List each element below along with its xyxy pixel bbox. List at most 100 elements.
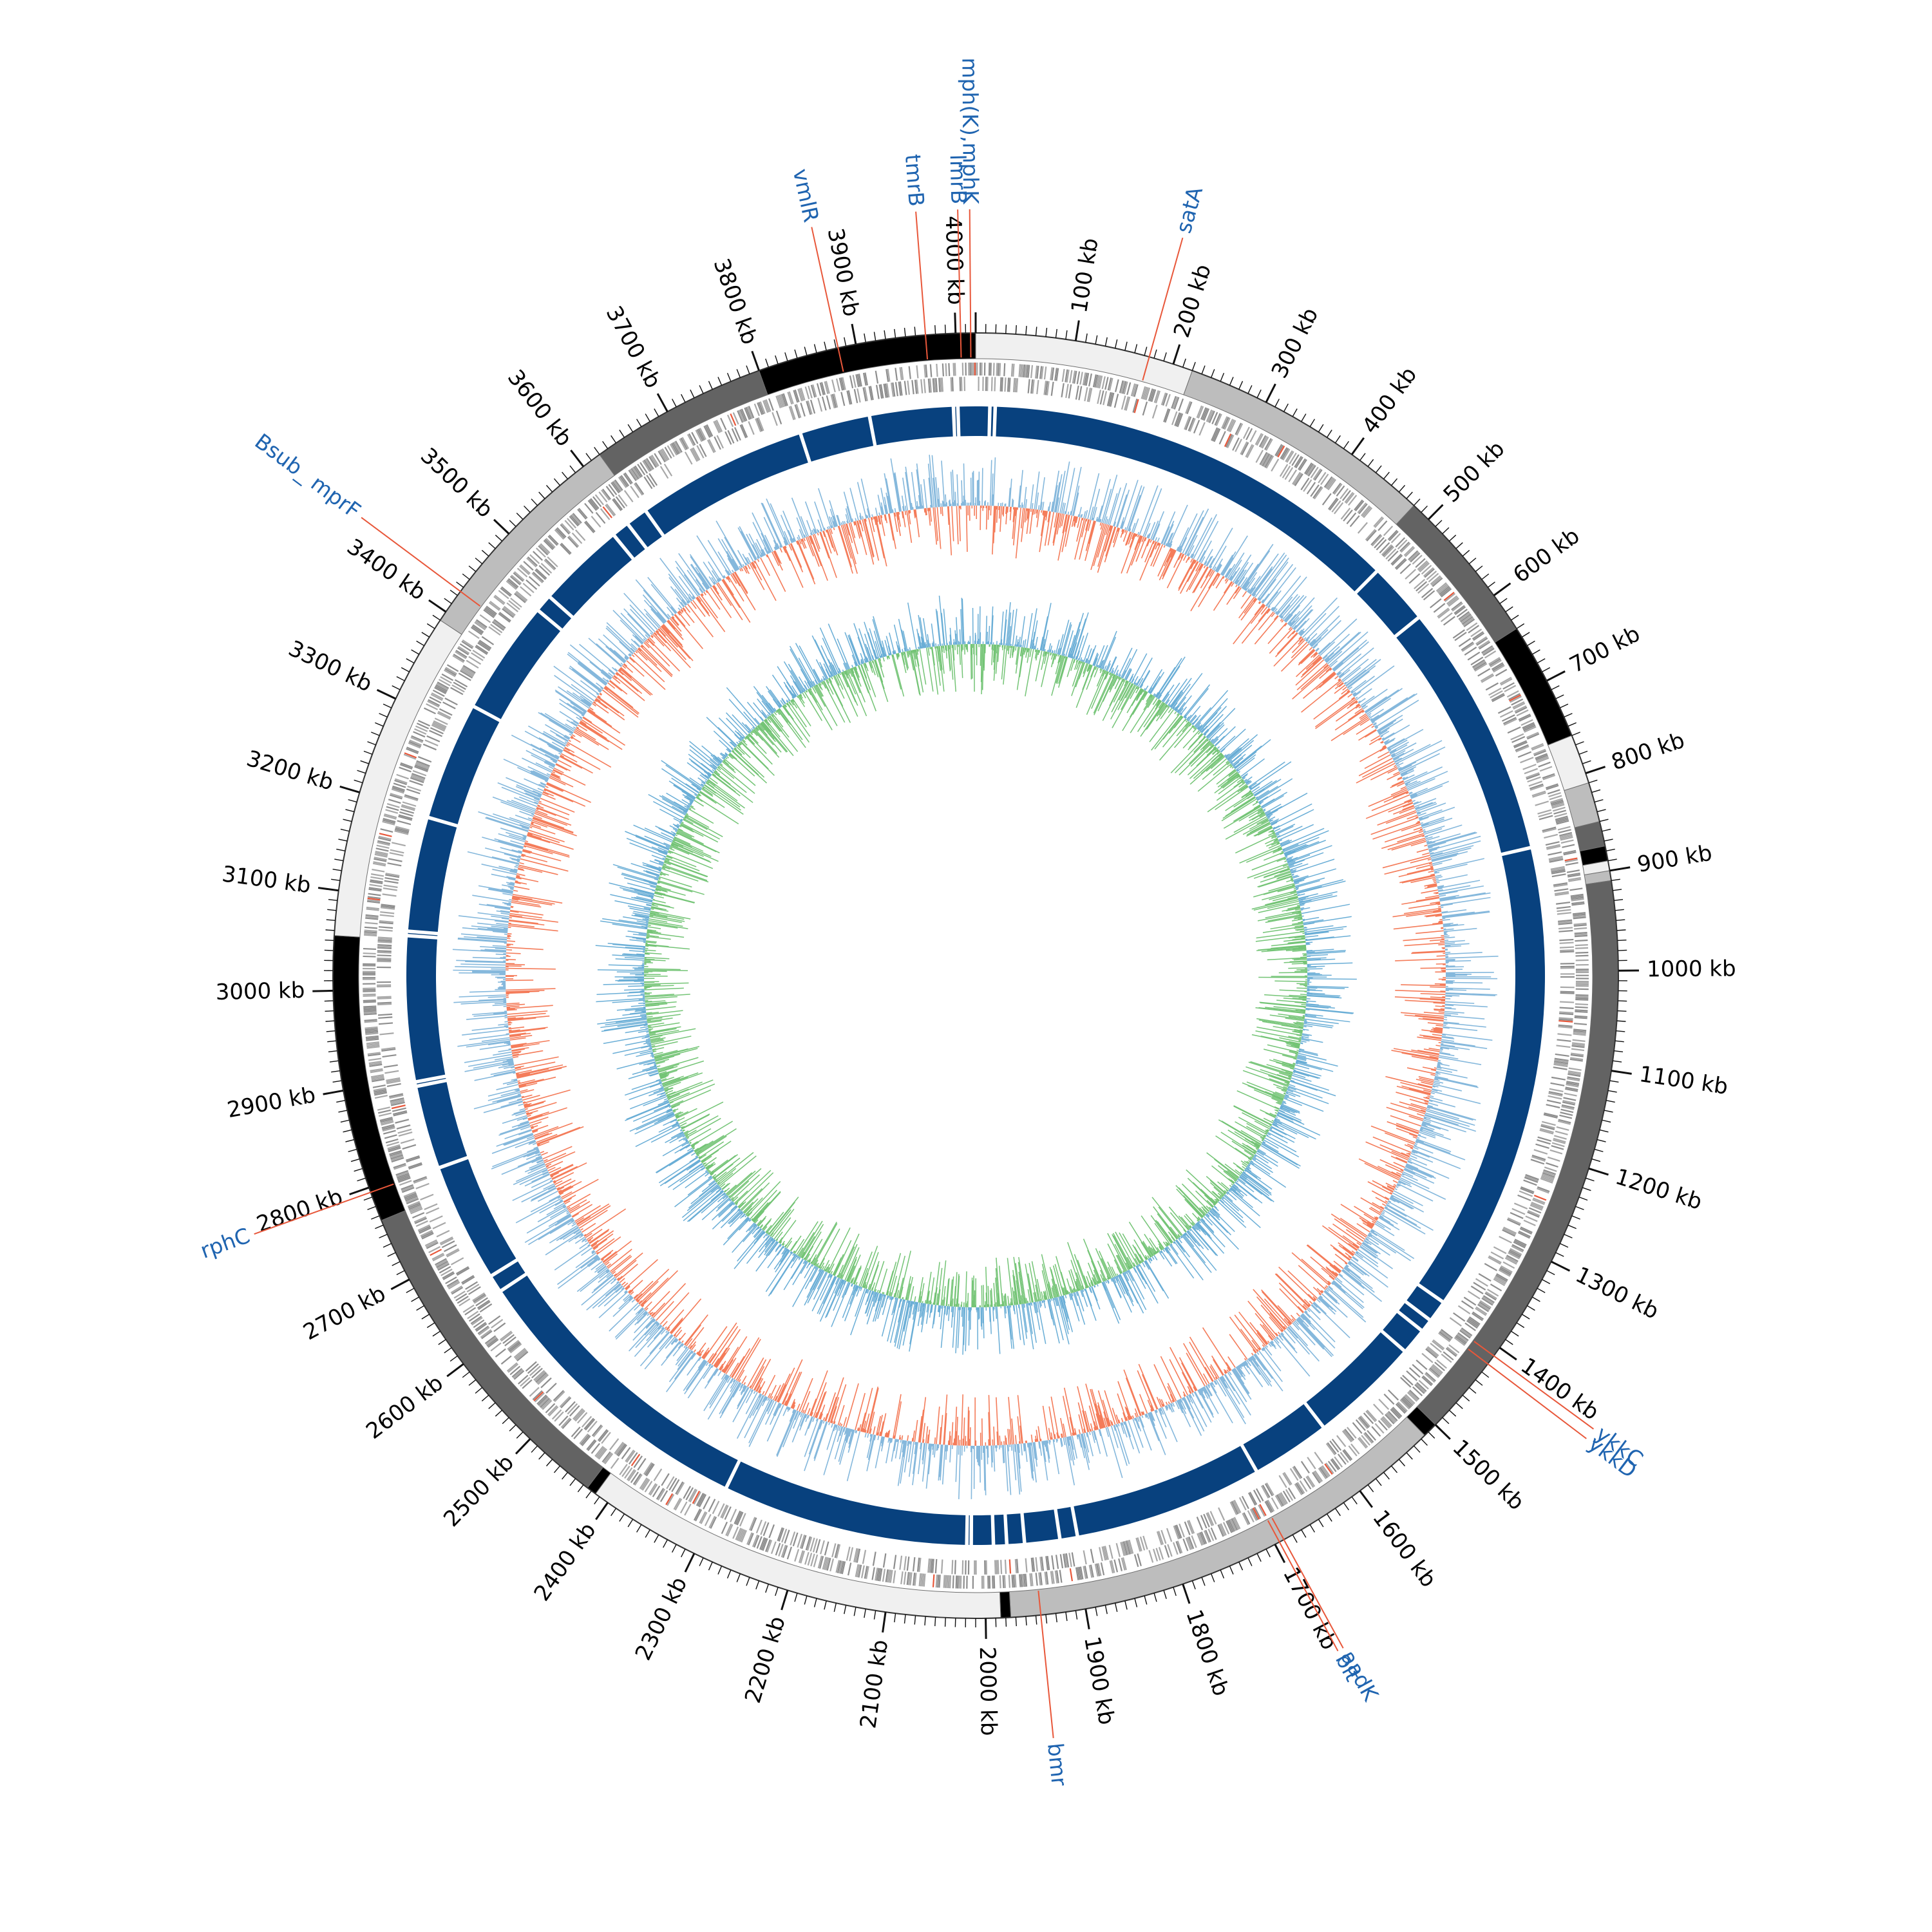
gc-content-bar (1170, 544, 1173, 548)
gc-content-bar (1395, 990, 1446, 993)
feature-mark (659, 1490, 668, 1502)
feature-mark (1518, 714, 1531, 721)
gc-content-bar (1073, 516, 1077, 526)
minor-tick (1163, 352, 1167, 361)
feature-mark (374, 1090, 387, 1095)
feature-mark (414, 728, 427, 735)
feature-mark (506, 580, 517, 590)
gc-content-bar (615, 1260, 637, 1278)
gc-content-bar (1075, 516, 1078, 524)
feature-mark (613, 480, 622, 492)
gc-content-bar (1258, 597, 1260, 601)
gene-track-segment (994, 1514, 1005, 1545)
feature-mark (1439, 1330, 1452, 1340)
gc-content-bar (1132, 1415, 1134, 1419)
feature-mark (637, 464, 646, 476)
gc-content-bar (1209, 527, 1233, 569)
feature-mark (387, 1144, 401, 1150)
feature-mark (1437, 607, 1450, 618)
feature-mark (725, 1523, 732, 1536)
feature-mark (904, 381, 907, 395)
feature-mark (1522, 723, 1535, 730)
gc-content-bar (1344, 1266, 1373, 1289)
feature-mark (893, 1555, 897, 1569)
gc-content-bar (1256, 1332, 1267, 1345)
feature-mark (659, 466, 669, 479)
minor-tick (681, 393, 686, 403)
gc-content-bar (1434, 864, 1468, 873)
feature-mark (408, 741, 422, 748)
feature-mark (611, 482, 620, 494)
gc-content-bar (1444, 1015, 1485, 1020)
feature-mark (933, 378, 936, 393)
feature-mark (1200, 407, 1207, 420)
feature-mark (1320, 1466, 1329, 1478)
gc-content-bar (1158, 542, 1160, 546)
minor-tick (324, 949, 334, 951)
gc-content-bar (782, 1410, 799, 1448)
feature-mark (398, 1132, 413, 1137)
feature-mark (363, 1011, 377, 1014)
feature-mark (1211, 412, 1218, 424)
feature-mark (923, 379, 926, 393)
feature-mark (383, 1130, 396, 1135)
feature-mark (1364, 1432, 1374, 1443)
feature-mark (381, 1121, 394, 1126)
minor-tick (524, 506, 531, 513)
feature-mark (1434, 1361, 1445, 1372)
feature-mark (380, 907, 395, 910)
gc-content-bar (1184, 516, 1204, 555)
feature-mark (1260, 1485, 1269, 1499)
feature-mark (1464, 1322, 1476, 1332)
gc-content-bar (1277, 1331, 1280, 1335)
minor-tick (1442, 527, 1450, 535)
gc-content-bar (1315, 699, 1356, 730)
minor-tick (336, 848, 346, 851)
feature-mark (1277, 1493, 1285, 1506)
minor-tick (332, 1080, 342, 1083)
gc-content-bar (1287, 614, 1297, 625)
feature-mark (1141, 386, 1146, 399)
feature-mark (907, 380, 910, 395)
gc-content-bar (891, 1439, 896, 1462)
gc-content-bar (1008, 488, 1011, 507)
feature-mark (1513, 741, 1528, 749)
feature-mark (731, 428, 739, 442)
feature-mark (649, 473, 658, 486)
feature-mark (1255, 433, 1262, 446)
gene-track-segment (417, 1077, 446, 1084)
feature-mark (395, 1170, 408, 1176)
gc-content-bar (1438, 908, 1441, 911)
feature-mark (1026, 365, 1028, 378)
gc-content-bar (1220, 551, 1236, 576)
feature-mark (1271, 459, 1280, 472)
feature-mark (685, 1487, 694, 1501)
gc-content-bar (1012, 507, 1015, 522)
minor-tick (1617, 939, 1627, 942)
feature-mark (491, 621, 504, 631)
minor-tick (1238, 381, 1244, 390)
feature-mark (781, 1544, 787, 1558)
feature-mark (1050, 367, 1053, 381)
feature-mark (755, 418, 762, 432)
feature-mark (380, 1118, 393, 1123)
feature-mark (1561, 1106, 1575, 1110)
feature-mark (417, 719, 430, 727)
gc-content-bar (1162, 550, 1177, 580)
minor-tick (456, 582, 464, 588)
feature-mark (1002, 1575, 1005, 1589)
feature-mark (397, 820, 412, 826)
gc-content-bar (1315, 672, 1336, 690)
feature-mark (475, 1297, 488, 1307)
feature-mark (1104, 1546, 1109, 1560)
feature-mark (365, 1030, 379, 1034)
feature-mark (1498, 1269, 1511, 1277)
gene-track-segment (475, 612, 560, 719)
feature-mark (1283, 1472, 1293, 1485)
feature-mark (794, 404, 800, 419)
feature-mark (762, 400, 769, 413)
feature-mark (620, 475, 630, 487)
minor-tick (804, 1595, 808, 1605)
feature-mark (577, 509, 587, 520)
gc-content-bar (1394, 1188, 1397, 1191)
